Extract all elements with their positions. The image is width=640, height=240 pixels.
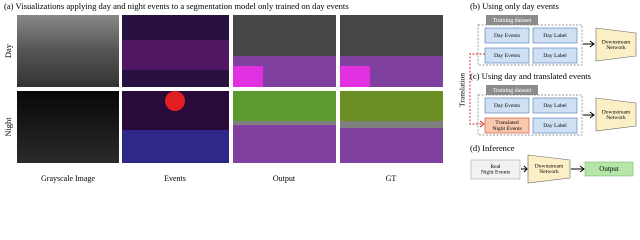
- box-label: Day Label: [543, 123, 567, 129]
- network-label: Network: [606, 45, 626, 51]
- output-box: [584, 161, 634, 177]
- box-label: Day Label: [543, 33, 567, 39]
- column-label: Grayscale Image: [41, 174, 95, 183]
- arrow: [521, 165, 528, 173]
- arrow: [571, 165, 585, 173]
- panel-title: (c) Using day and translated events: [470, 71, 592, 81]
- data-box: [484, 117, 530, 134]
- translation-arrow: [469, 53, 485, 125]
- gt-road: [340, 128, 443, 163]
- events-light: [165, 91, 185, 111]
- box-label: Day Label: [543, 103, 567, 109]
- network-label: Network: [606, 115, 626, 121]
- translation-label: Translation: [458, 73, 467, 107]
- dataset-frame: [477, 24, 583, 66]
- column-label: Output: [273, 174, 296, 183]
- row-label: Day: [3, 43, 13, 58]
- image-grid: [17, 15, 443, 163]
- arrow-head: [479, 120, 485, 128]
- input-label: Night Events: [481, 170, 510, 176]
- output-road: [233, 125, 336, 163]
- box-label: Day Events: [494, 103, 520, 109]
- box-label: Day Events: [494, 53, 520, 59]
- dataset-label: Training dataset: [493, 88, 532, 94]
- network-shape: [595, 97, 637, 132]
- data-box: [532, 97, 578, 114]
- dataset-tab: [486, 15, 538, 25]
- dataset-frame: [477, 94, 583, 136]
- network-label: Downstream: [602, 39, 631, 45]
- network-shape: [595, 27, 637, 62]
- data-box: [484, 97, 530, 114]
- dataset-tab: [486, 85, 538, 95]
- panel-title: (a) Visualizations applying day and nigh…: [4, 1, 349, 11]
- data-box: [484, 47, 530, 64]
- row-label: Night: [3, 117, 13, 137]
- box-label: Night Events: [492, 126, 521, 132]
- output-vegetation: [233, 91, 336, 121]
- data-box: [532, 47, 578, 64]
- events-texture: [122, 130, 229, 163]
- gt-vegetation: [340, 91, 443, 121]
- data-box: [484, 27, 530, 44]
- network-label: Network: [539, 169, 559, 175]
- arrow: [583, 40, 595, 48]
- grayscale-image: [17, 91, 119, 163]
- box-label: Translated: [495, 120, 519, 126]
- dataset-label: Training dataset: [493, 18, 532, 24]
- gt-sidewalk: [340, 66, 370, 87]
- column-label: GT: [386, 174, 397, 183]
- network-shape: [527, 154, 571, 184]
- box-label: Day Label: [543, 53, 567, 59]
- input-box: [470, 159, 521, 180]
- panel-title: (d) Inference: [470, 143, 515, 153]
- figure: (a) Visualizations applying day and nigh…: [3, 1, 637, 184]
- network-label: Downstream: [535, 163, 564, 169]
- output-sidewalk: [233, 66, 263, 87]
- events-texture: [122, 40, 229, 70]
- panel-title: (b) Using only day events: [470, 1, 559, 11]
- grayscale-image: [17, 15, 119, 87]
- arrow: [583, 111, 595, 119]
- input-label: Real: [490, 164, 501, 170]
- network-label: Downstream: [602, 109, 631, 115]
- box-label: Day Events: [494, 33, 520, 39]
- data-box: [532, 117, 578, 134]
- column-label: Events: [164, 174, 186, 183]
- output-label: Output: [599, 165, 619, 173]
- data-box: [532, 27, 578, 44]
